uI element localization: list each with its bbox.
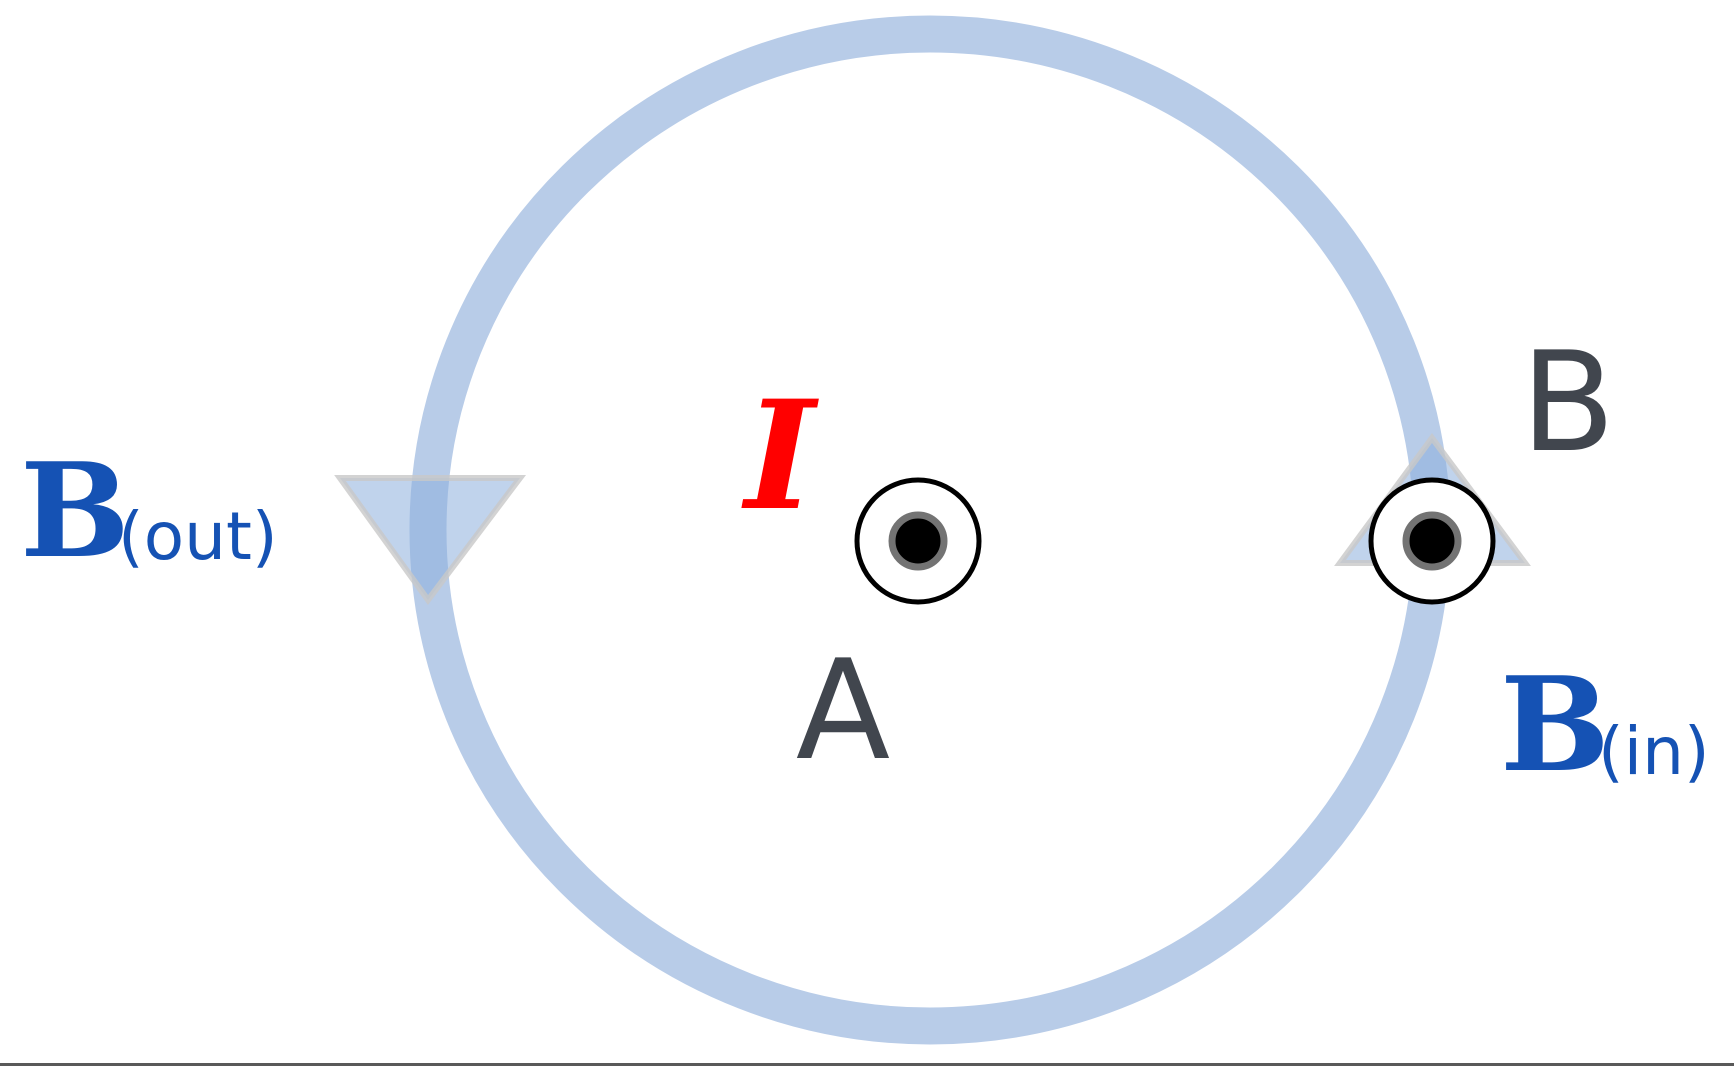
field-in-subscript: (in) bbox=[1598, 713, 1710, 790]
field-arrow-down-icon bbox=[334, 475, 527, 606]
current-label: I bbox=[741, 368, 819, 544]
field-in-symbol: B bbox=[1500, 648, 1610, 801]
field-out-subscript: (out) bbox=[118, 498, 278, 575]
bottom-border-line bbox=[0, 1063, 1734, 1066]
point-a-label: A bbox=[796, 630, 890, 791]
wire-center-icon bbox=[854, 477, 982, 605]
point-b-label: B bbox=[1521, 322, 1616, 483]
wire-point-b-icon bbox=[1368, 477, 1496, 605]
field-out-symbol: B bbox=[20, 434, 130, 587]
